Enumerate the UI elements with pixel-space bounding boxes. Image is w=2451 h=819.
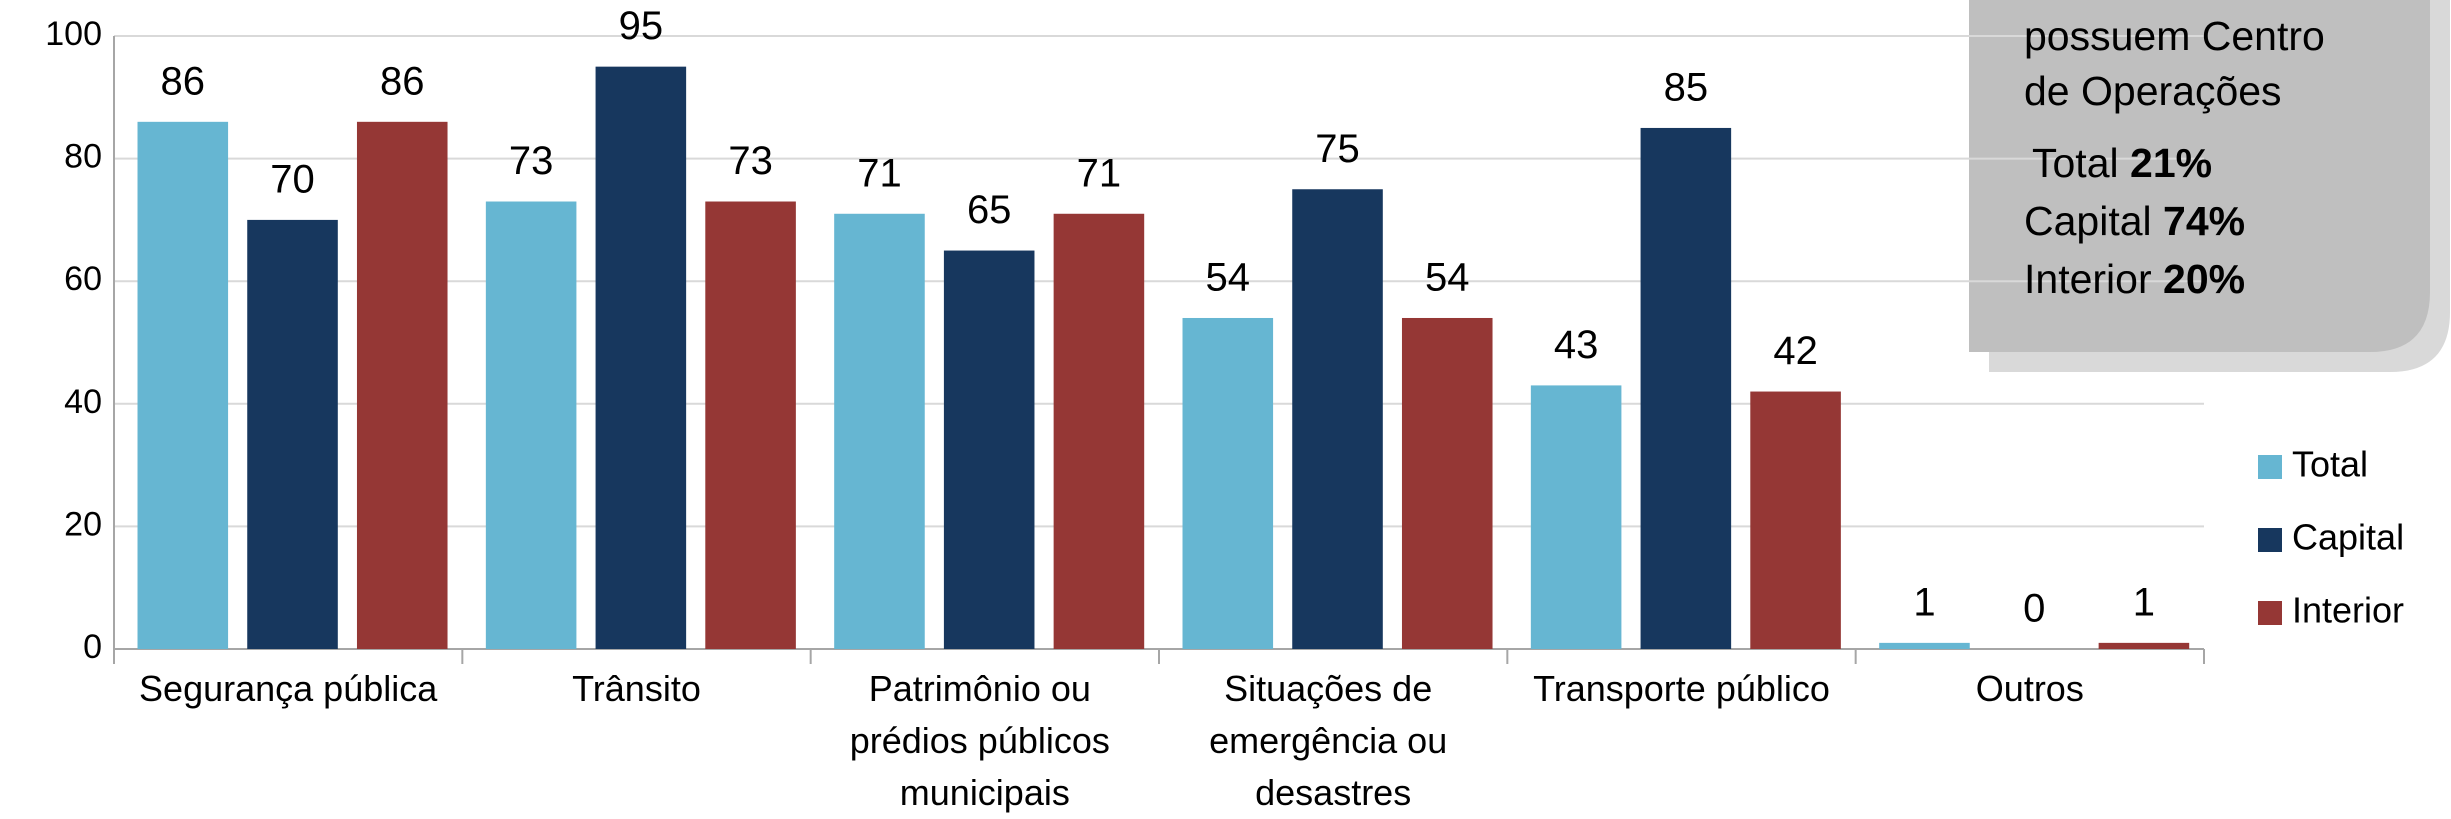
- y-tick-label: 100: [45, 15, 102, 53]
- bar: [1750, 391, 1841, 649]
- legend-label: Capital: [2292, 517, 2404, 558]
- data-label: 73: [728, 139, 773, 183]
- x-tick-label: Segurança pública: [139, 668, 438, 709]
- legend-label: Interior: [2292, 590, 2404, 631]
- bar: [137, 121, 229, 649]
- annotation-stat: Total 21%: [2032, 140, 2212, 186]
- bar: [1640, 127, 1732, 649]
- y-tick-label: 80: [64, 138, 102, 176]
- annotation-stat-label: Interior: [2024, 256, 2152, 302]
- bar: [2098, 642, 2190, 649]
- y-tick-label: 60: [64, 260, 102, 298]
- annotation-box: [1969, 0, 2430, 352]
- legend-swatch: [2258, 528, 2282, 552]
- x-tick-label: Situações de emergência ou desastres: [1209, 668, 1457, 813]
- annotation-stat-value: 21%: [2130, 140, 2212, 186]
- bar: [485, 201, 577, 649]
- x-tick-label: Transporte público: [1533, 668, 1830, 709]
- legend-swatch: [2258, 455, 2282, 479]
- bar: [705, 201, 796, 649]
- data-label: 71: [1077, 151, 1122, 195]
- data-label: 42: [1773, 329, 1818, 373]
- y-tick-label: 0: [83, 628, 102, 666]
- data-label: 86: [161, 59, 206, 103]
- data-label: 1: [2133, 580, 2155, 624]
- bar: [1182, 317, 1274, 649]
- data-label: 73: [509, 139, 554, 183]
- data-label: 75: [1315, 127, 1360, 171]
- bar: [1530, 385, 1622, 649]
- legend-label: Total: [2292, 444, 2368, 485]
- bar: [1879, 642, 1970, 649]
- bar: [356, 121, 448, 649]
- annotation-line: possuem Centro: [2024, 13, 2325, 59]
- bar: [247, 219, 338, 649]
- legend-swatch: [2258, 601, 2282, 625]
- data-label: 43: [1554, 323, 1599, 367]
- data-label: 86: [380, 59, 425, 103]
- data-label: 85: [1664, 66, 1709, 110]
- bar: [1053, 213, 1145, 649]
- annotation-stat-label: Capital: [2024, 198, 2152, 244]
- data-label: 54: [1425, 256, 1470, 300]
- annotation-line: de Operações: [2024, 68, 2282, 114]
- data-label: 54: [1206, 256, 1251, 300]
- x-tick-label: Patrimônio ou prédios públicos municipai…: [850, 668, 1120, 813]
- annotation-stat-label: Total: [2032, 140, 2119, 186]
- data-label: 70: [270, 157, 315, 201]
- y-tick-label: 20: [64, 505, 102, 543]
- annotation-stat-value: 20%: [2163, 256, 2245, 302]
- data-label: 65: [967, 188, 1012, 232]
- data-label: 71: [857, 151, 902, 195]
- bar: [943, 250, 1035, 650]
- data-label: 0: [2023, 587, 2045, 631]
- bar: [1401, 317, 1493, 649]
- x-tick-label: Outros: [1976, 668, 2084, 709]
- annotation-stat: Capital 74%: [2024, 198, 2245, 244]
- bar: [595, 66, 687, 649]
- bar: [834, 213, 925, 649]
- annotation-stat: Interior 20%: [2024, 256, 2245, 302]
- annotation-stat-value: 74%: [2163, 198, 2245, 244]
- data-label: 1: [1913, 580, 1935, 624]
- data-label: 95: [619, 4, 664, 48]
- x-tick-label: Trânsito: [572, 668, 701, 709]
- y-tick-label: 40: [64, 383, 102, 421]
- bar: [1292, 189, 1383, 649]
